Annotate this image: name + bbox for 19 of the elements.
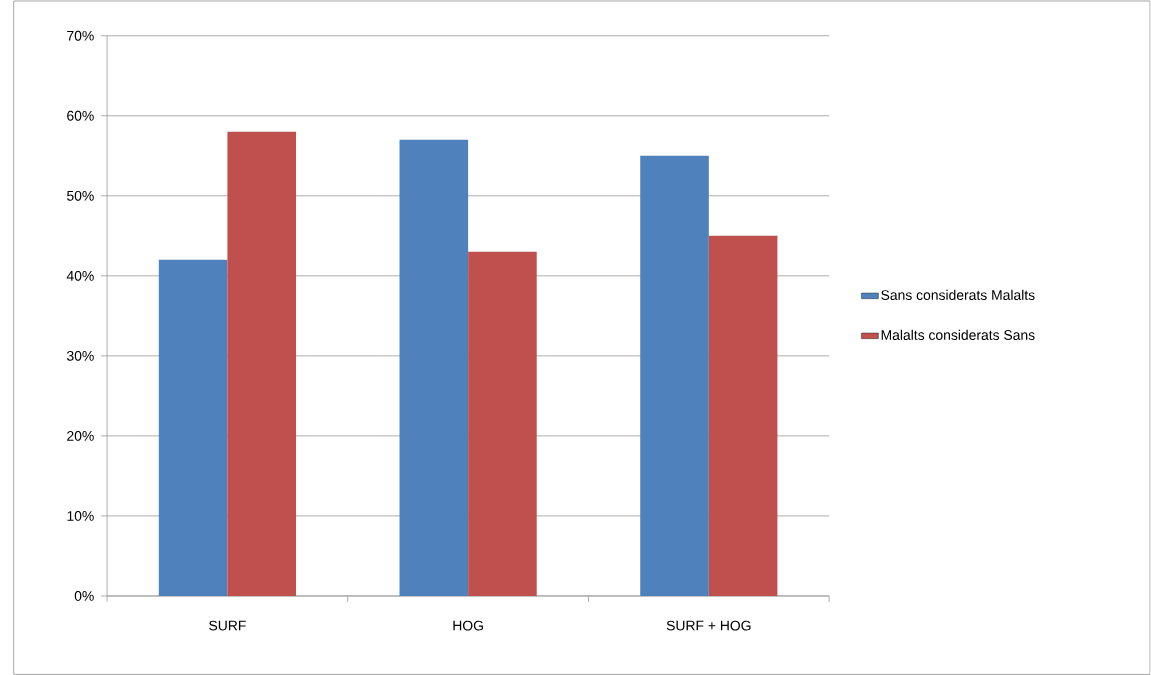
x-tick-label: SURF xyxy=(209,620,246,631)
y-tick-label: 10% xyxy=(67,511,94,521)
bar xyxy=(468,251,537,596)
y-tick-label: 70% xyxy=(67,30,94,41)
bar xyxy=(708,235,778,596)
bar xyxy=(158,259,228,596)
bar xyxy=(640,155,709,596)
bar xyxy=(227,131,297,596)
legend-label: Sans considerats Malalts xyxy=(881,289,1035,301)
x-tick-label: HOG xyxy=(453,620,483,631)
legend-label: Malalts considerats Sans xyxy=(881,329,1035,341)
y-tick-label: 40% xyxy=(66,270,94,281)
bar xyxy=(399,139,469,596)
y-tick-label: 20% xyxy=(67,431,94,441)
x-tick-label: SURF + HOG xyxy=(666,620,751,631)
y-tick-label: 0% xyxy=(74,591,94,601)
y-tick-label: 30% xyxy=(66,350,94,361)
y-tick-label: 60% xyxy=(67,110,94,121)
y-tick-label: 50% xyxy=(67,190,94,201)
